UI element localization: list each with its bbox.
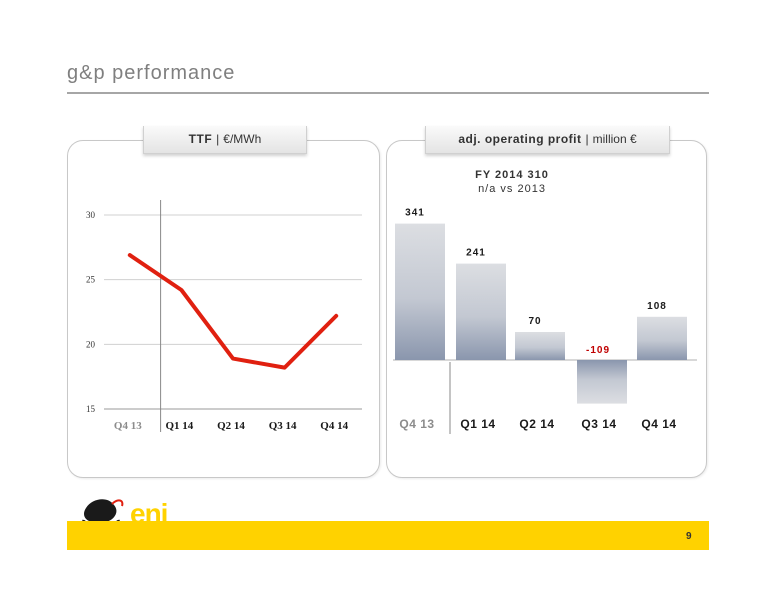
page-number: 9 [686,531,692,542]
profit-bar [395,223,445,360]
ttf-tab-separator: | [216,132,220,146]
profit-value-label: 341 [405,208,425,219]
profit-value-label: 108 [647,301,667,312]
ttf-y-tick-label: 25 [86,275,96,285]
profit-x-tick-label: Q4 13 [399,417,434,431]
ttf-x-tick-label: Q3 14 [269,420,297,432]
profit-value-label: -109 [586,345,610,356]
ttf-y-tick-label: 20 [86,339,96,349]
profit-bar-chart: 341 241 70 -109 108 Q4 13 Q1 14 Q2 14 Q3 14 Q4 14 [393,208,697,434]
profit-x-tick-label: Q1 14 [460,417,495,431]
ttf-y-tick-label: 30 [86,210,96,220]
profit-value-label: 70 [528,316,541,327]
ttf-tab: TTF | €/MWh [143,126,307,154]
ttf-x-tick-label: Q2 14 [217,420,245,432]
profit-bar [577,360,627,404]
footer-bar [67,521,709,550]
fy-comparison-label: n/a vs 2013 [478,183,546,195]
ttf-line-chart: 15 20 25 30 Q4 13 Q1 14 Q2 14 Q3 14 Q4 14 [86,200,362,432]
ttf-x-tick-label: Q4 13 [114,420,142,432]
profit-tab-bold: adj. operating profit [458,132,582,146]
fy-total-label: FY 2014 310 [475,169,549,181]
profit-tab: adj. operating profit | million € [425,126,670,154]
slide-title: g&p performance [67,62,236,84]
ttf-tab-bold: TTF [188,132,213,146]
title-rule [67,92,709,94]
ttf-y-tick-label: 15 [86,404,96,414]
profit-tab-separator: | [585,132,589,146]
profit-value-label: 241 [466,248,486,259]
profit-x-tick-label: Q4 14 [641,417,676,431]
profit-x-tick-label: Q2 14 [519,417,554,431]
ttf-tab-unit: €/MWh [223,132,262,146]
profit-bar [637,316,687,360]
profit-bar [515,332,565,360]
profit-tab-unit: million € [592,132,637,146]
ttf-x-tick-label: Q1 14 [165,420,193,432]
profit-bar [456,263,506,360]
profit-x-tick-label: Q3 14 [581,417,616,431]
ttf-x-tick-label: Q4 14 [320,420,348,432]
ttf-series-line [127,253,339,370]
